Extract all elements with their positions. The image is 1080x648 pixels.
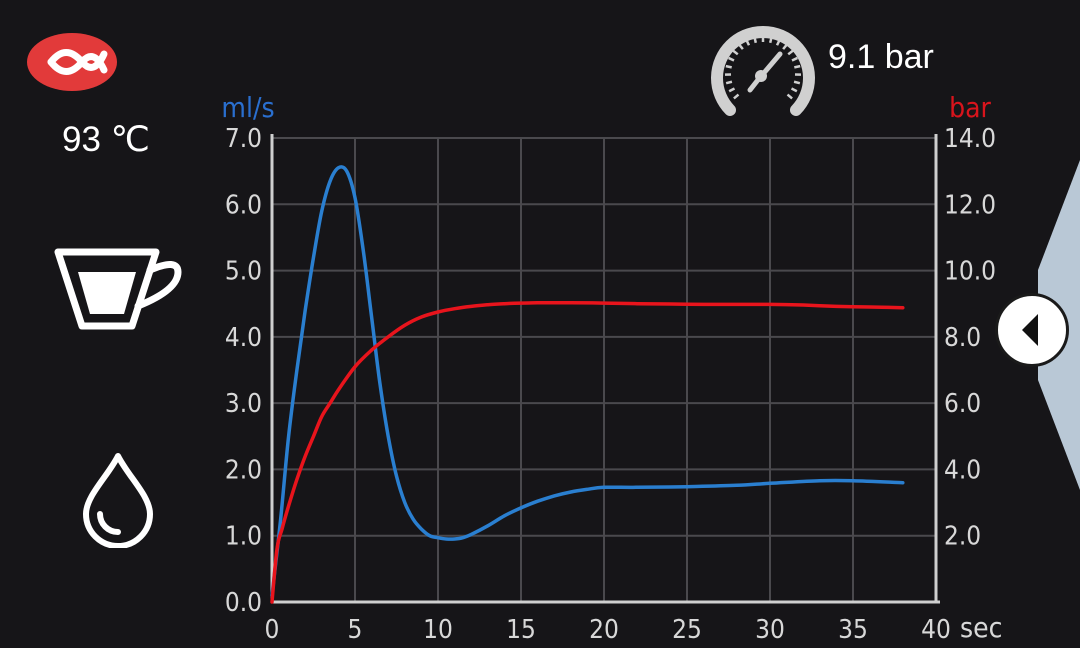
y2-tick-label: 8.0 <box>944 323 981 353</box>
y-tick-label: 1.0 <box>225 522 262 552</box>
series-line-flow <box>270 165 905 598</box>
gauge-tick <box>782 43 788 50</box>
x-tick-label: 0 <box>265 615 280 645</box>
chart-grid <box>272 137 937 602</box>
y2-tick-label: 4.0 <box>944 455 981 485</box>
pressure-readout: 9.1 bar <box>828 38 934 76</box>
y-tick-label: 7.0 <box>225 124 262 154</box>
gauge-tick <box>793 80 801 85</box>
series-line-pressure <box>270 300 905 604</box>
x-tick-label: 40 <box>921 615 951 645</box>
chart-series <box>270 165 905 604</box>
chevron-left-icon <box>1022 314 1038 346</box>
y-tick-label: 6.0 <box>225 190 262 220</box>
gauge-tick <box>775 39 781 46</box>
gauge-tick <box>733 93 740 100</box>
espresso-cup-icon[interactable] <box>52 244 184 336</box>
x-tick-label: 35 <box>838 615 868 645</box>
y2-tick-label: 12.0 <box>944 190 996 220</box>
y-tick-label: 2.0 <box>225 455 262 485</box>
x-tick-label: 30 <box>755 615 785 645</box>
brand-logo-icon <box>27 33 117 91</box>
x-tick-label: 15 <box>506 615 536 645</box>
gauge-tick <box>725 64 732 69</box>
y2-tick-label: 10.0 <box>944 257 996 287</box>
gauge-tick <box>794 64 801 69</box>
gauge-tick <box>728 87 736 93</box>
y-tick-labels: 0.0 1.0 2.0 3.0 4.0 5.0 6.0 7.0 <box>225 124 262 618</box>
y2-tick-label: 2.0 <box>944 522 981 552</box>
gauge-tick <box>768 36 773 44</box>
gauge-tick <box>725 80 733 85</box>
x-tick-label: 5 <box>348 615 363 645</box>
temperature-readout: 93 ℃ <box>62 120 150 159</box>
x-tick-label: 20 <box>589 615 619 645</box>
gauge-tick <box>738 43 744 50</box>
chart-axes <box>270 134 940 604</box>
gauge-tick <box>753 36 758 44</box>
y-tick-label: 4.0 <box>225 323 262 353</box>
y-tick-label: 3.0 <box>225 389 262 419</box>
y-tick-label: 0.0 <box>225 588 262 618</box>
y2-tick-label: 6.0 <box>944 389 981 419</box>
x-tick-label: 25 <box>672 615 702 645</box>
gauge-tick <box>745 39 751 46</box>
x-tick-label: 10 <box>423 615 453 645</box>
back-button[interactable] <box>995 293 1069 367</box>
x-axis-label: sec <box>960 611 1002 644</box>
gauge-tick <box>787 49 794 56</box>
y-tick-label: 5.0 <box>225 257 262 287</box>
y2-axis-label: bar <box>949 91 991 124</box>
gauge-tick <box>728 56 735 62</box>
y2-tick-label: 14.0 <box>944 124 996 154</box>
y-axis-label: ml/s <box>221 91 274 124</box>
gauge-tick <box>786 93 793 100</box>
y2-tick-labels: 2.0 4.0 6.0 8.0 10.0 12.0 14.0 <box>944 124 996 552</box>
gauge-tick <box>791 56 798 62</box>
pressure-gauge-icon <box>711 26 815 116</box>
water-drop-icon[interactable] <box>82 452 154 548</box>
gauge-tick <box>790 87 798 93</box>
x-tick-labels: 0 5 10 15 20 25 30 35 40 <box>265 615 951 645</box>
gauge-tick <box>732 49 739 56</box>
